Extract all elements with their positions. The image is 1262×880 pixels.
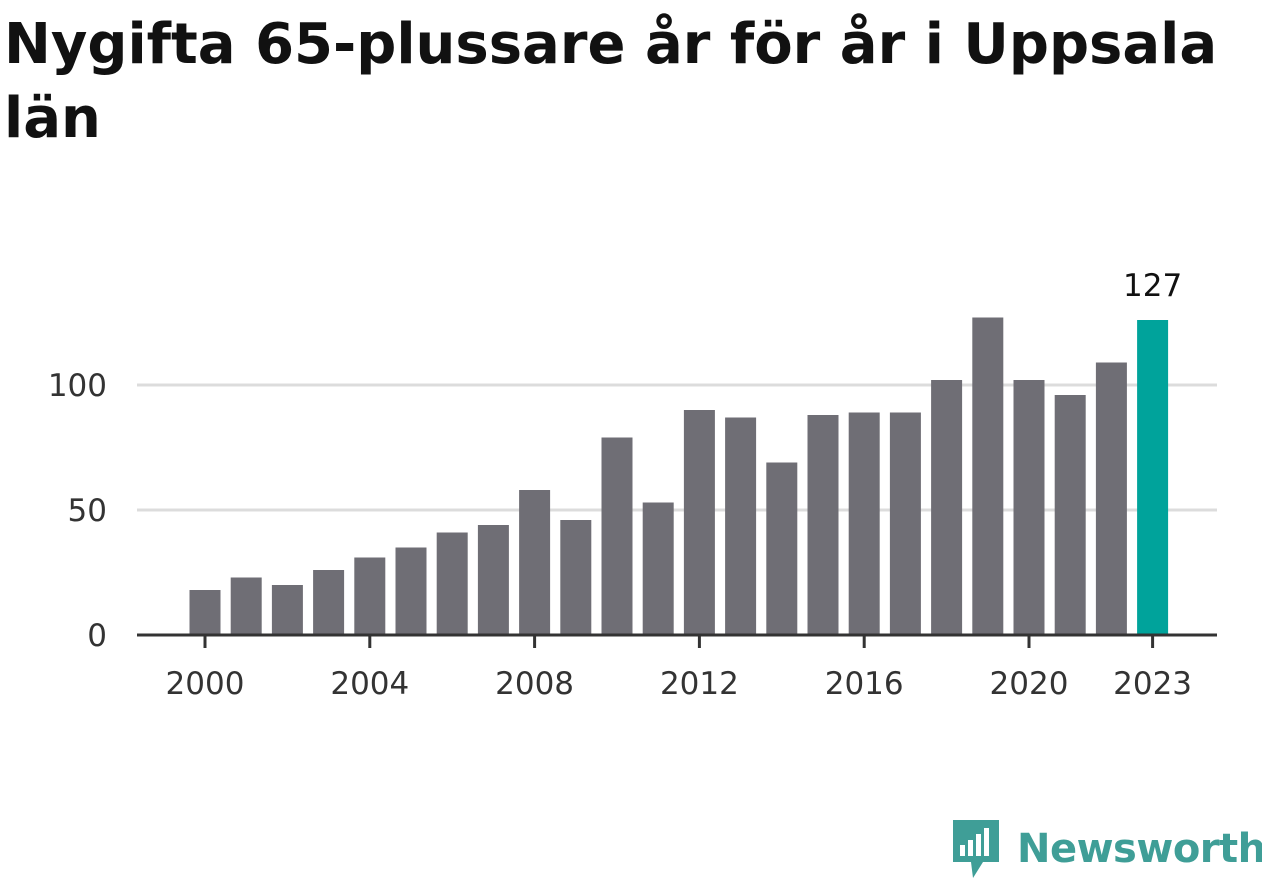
bar-2009 (560, 520, 592, 635)
bar-2018 (931, 380, 963, 635)
brand-name: Newsworthy (1017, 826, 1262, 872)
brand-logo: Newsworthy (951, 818, 1262, 880)
y-axis-labels: 0 50 100 (48, 368, 107, 654)
bar-2005 (395, 547, 427, 635)
x-tick-label-2012: 2012 (660, 666, 739, 702)
bar-2022 (1095, 362, 1127, 635)
bar-2023 (1137, 320, 1169, 635)
x-axis-ticks (203, 635, 1155, 648)
bar-2003 (313, 570, 345, 635)
bar-2019 (972, 317, 1004, 635)
bar-2013 (725, 417, 757, 635)
data-label-2023: 127 (1123, 268, 1182, 304)
x-tick-label-2016: 2016 (825, 666, 904, 702)
x-axis-labels: 2000 2004 2008 2012 2016 2020 2023 (166, 666, 1193, 702)
bar-2006 (436, 532, 468, 635)
bar-2001 (230, 577, 262, 635)
y-tick-label-50: 50 (68, 493, 107, 529)
chart-title: Nygifta 65-plussare år för år i Uppsala … (4, 12, 1218, 151)
x-tick-label-2000: 2000 (166, 666, 245, 702)
x-tick-label-2008: 2008 (495, 666, 574, 702)
bar-2002 (271, 585, 303, 635)
bar-2021 (1054, 395, 1086, 635)
y-tick-label-100: 100 (48, 368, 107, 404)
bars (189, 317, 1169, 635)
newsworthy-logo-icon (953, 820, 999, 878)
bar-2017 (889, 412, 921, 635)
x-tick-label-2004: 2004 (330, 666, 409, 702)
x-tick-label-2023: 2023 (1113, 666, 1192, 702)
bar-2012 (683, 410, 715, 635)
bar-2010 (601, 437, 633, 635)
bar-2016 (848, 412, 880, 635)
annotations: 127 (1123, 268, 1182, 304)
bar-2011 (642, 502, 674, 635)
bar-2008 (519, 490, 551, 635)
x-tick-label-2020: 2020 (990, 666, 1069, 702)
bar-2020 (1013, 380, 1045, 635)
bar-2004 (354, 557, 386, 635)
y-tick-label-0: 0 (87, 618, 107, 654)
bar-2014 (766, 462, 798, 635)
bar-2000 (189, 590, 221, 635)
bar-2007 (477, 525, 509, 635)
bar-2015 (807, 415, 839, 635)
